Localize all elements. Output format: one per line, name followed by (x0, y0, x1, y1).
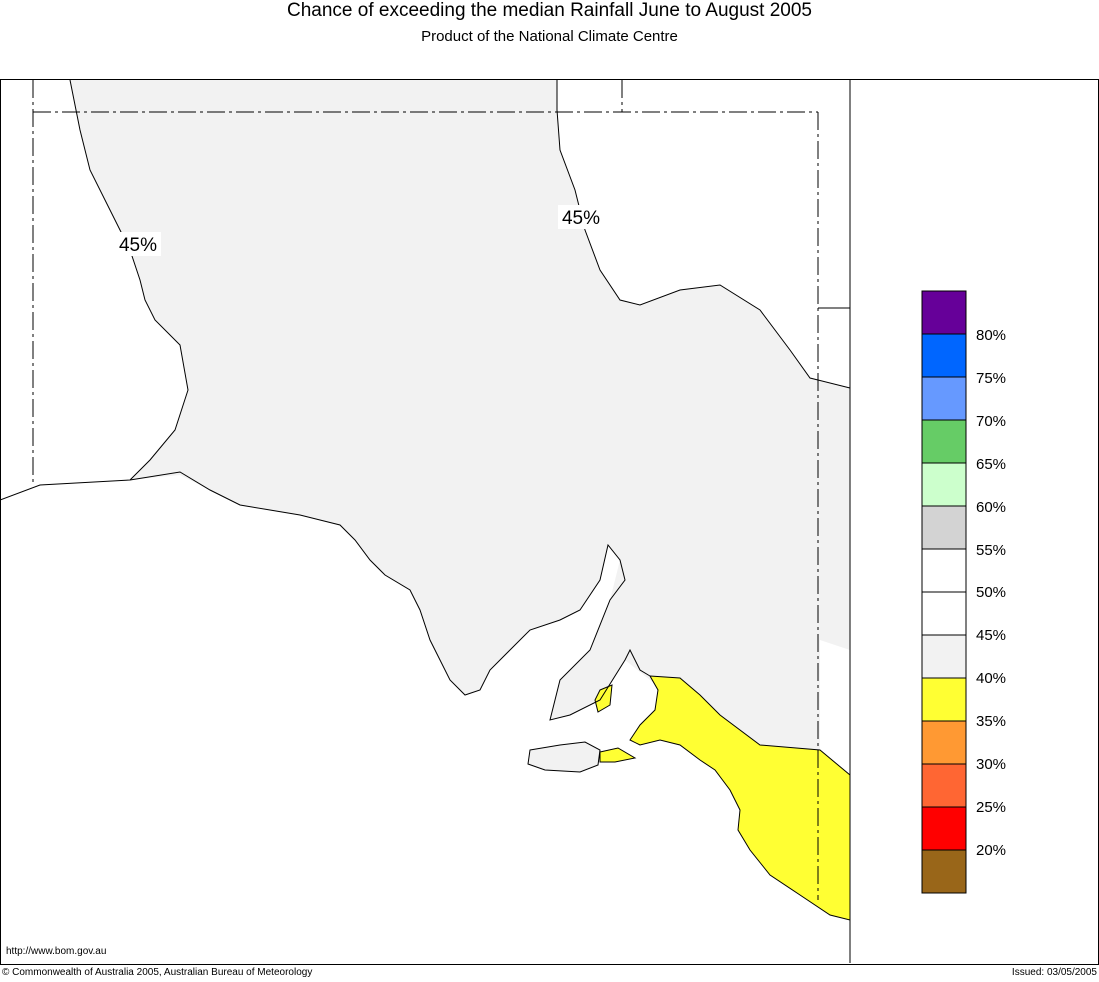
legend-label-55: 55% (976, 542, 1007, 559)
contour-line-45-east (556, 80, 851, 389)
legend-label-80: 80% (976, 327, 1007, 344)
legend-label-75: 75% (976, 370, 1007, 387)
copyright-notice: © Commonwealth of Australia 2005, Austra… (2, 967, 313, 978)
legend-color-bar (921, 290, 967, 894)
legend-label-60: 60% (976, 499, 1007, 516)
legend-swatch-5 (921, 505, 967, 550)
contour-line-45-west (69, 79, 189, 481)
legend-swatch-7 (921, 591, 967, 636)
land-region-35-40 (629, 675, 851, 921)
issued-date: Issued: 03/05/2005 (1011, 967, 1097, 978)
legend-swatch-8 (921, 634, 967, 679)
legend-swatch-9 (921, 677, 967, 722)
land-region-40-45 (70, 80, 850, 750)
legend-label-65: 65% (976, 456, 1007, 473)
legend-label-50: 50% (976, 584, 1007, 601)
legend-swatch-0 (921, 290, 967, 335)
map-subtitle: Product of the National Climate Centre (421, 28, 678, 45)
legend-label-25: 25% (976, 799, 1007, 816)
legend-label-40: 40% (976, 670, 1007, 687)
island-region (527, 741, 601, 773)
yellow-patch-peninsula (594, 684, 613, 713)
map-title: Chance of exceeding the median Rainfall … (287, 0, 812, 21)
yellow-patch-island (599, 747, 637, 763)
coastline (0, 471, 651, 721)
source-url[interactable]: http://www.bom.gov.au (6, 946, 107, 957)
legend-swatch-3 (921, 419, 967, 464)
legend-label-35: 35% (976, 713, 1007, 730)
legend-label-20: 20% (976, 842, 1007, 859)
legend-swatch-2 (921, 376, 967, 421)
legend-swatch-1 (921, 333, 967, 378)
legend-label-70: 70% (976, 413, 1007, 430)
legend-swatch-12 (921, 806, 967, 851)
legend-swatch-10 (921, 720, 967, 765)
contour-label-east: 45% (562, 208, 600, 229)
legend-swatch-4 (921, 462, 967, 507)
legend-label-45: 45% (976, 627, 1007, 644)
legend-label-30: 30% (976, 756, 1007, 773)
legend-swatch-13 (921, 849, 967, 894)
contour-label-west: 45% (119, 235, 157, 256)
legend-swatch-6 (921, 548, 967, 593)
legend-swatch-11 (921, 763, 967, 808)
